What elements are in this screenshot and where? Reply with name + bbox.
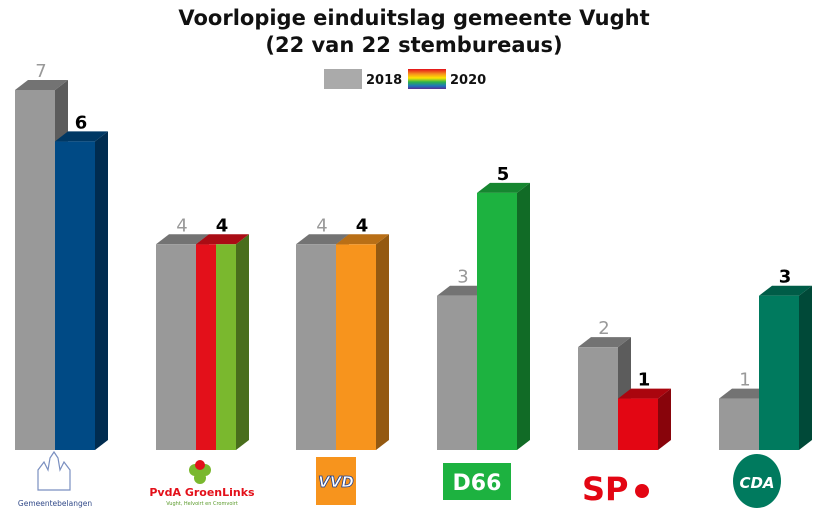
bar-2020-cda-side bbox=[799, 285, 812, 450]
value-label-2018-vvd: 4 bbox=[316, 215, 327, 236]
legend-swatch-2018 bbox=[324, 69, 362, 89]
bar-2018-cda-top bbox=[719, 388, 772, 399]
bar-2020-sp-front bbox=[618, 398, 658, 450]
value-label-2018-gemeentebelangen: 7 bbox=[35, 61, 46, 82]
bar-2018-d66-front bbox=[437, 295, 477, 450]
svg-text:CDA: CDA bbox=[739, 474, 774, 492]
bar-2020-d66-front bbox=[477, 192, 517, 450]
logo-cda: CDA bbox=[733, 454, 781, 508]
legend-label-2018: 2018 bbox=[366, 73, 402, 88]
bar-2020-pvda-groenlinks-top bbox=[196, 234, 249, 245]
value-label-2020-cda: 3 bbox=[779, 267, 792, 288]
legend: 2018 2020 bbox=[324, 69, 486, 89]
bar-2020-vvd-front bbox=[336, 244, 376, 450]
bar-2020-d66-side bbox=[517, 182, 530, 450]
bar-2018-vvd-top bbox=[296, 234, 349, 245]
logo-gemeentebelangen: Gemeentebelangen bbox=[18, 450, 92, 508]
value-label-2018-d66: 3 bbox=[457, 267, 468, 288]
bar-2020-d66-top bbox=[477, 182, 530, 193]
bar-2018-pvda-groenlinks-top bbox=[156, 234, 209, 245]
value-label-2020-d66: 5 bbox=[497, 164, 510, 185]
bar-2020-cda-front bbox=[759, 295, 799, 450]
bar-2020-pvda-groenlinks-front bbox=[196, 244, 216, 450]
chart-subtitle: (22 van 22 stembureaus) bbox=[265, 33, 562, 57]
bar-2020-vvd-top bbox=[336, 234, 389, 245]
bar-2020-d66 bbox=[477, 182, 530, 450]
value-label-2020-gemeentebelangen: 6 bbox=[75, 112, 88, 133]
value-label-2018-sp: 2 bbox=[598, 318, 609, 339]
bar-2018-gemeentebelangen-top bbox=[15, 80, 68, 90]
bar-2020-vvd bbox=[336, 234, 389, 450]
value-label-2020-pvda-groenlinks: 4 bbox=[216, 215, 229, 236]
svg-text:PvdA GroenLinks: PvdA GroenLinks bbox=[149, 486, 255, 499]
bar-2020-gemeentebelangen-front bbox=[55, 141, 95, 450]
category-logos: Gemeentebelangen PvdA GroenLinks Vught, … bbox=[18, 450, 781, 508]
svg-text:SP: SP bbox=[582, 470, 629, 508]
bar-2020-cda-top bbox=[759, 285, 812, 296]
bar-2020-gemeentebelangen-side bbox=[95, 131, 108, 450]
bar-2020-gemeentebelangen-top bbox=[55, 131, 108, 142]
svg-text:Vught, Helvoirt en Cromvoirt: Vught, Helvoirt en Cromvoirt bbox=[166, 501, 238, 507]
bar-2018-vvd-front bbox=[296, 244, 336, 450]
bar-2018-cda-front bbox=[719, 398, 759, 450]
bar-2018-d66-top bbox=[437, 285, 490, 296]
bar-2020-sp bbox=[618, 388, 671, 450]
value-label-2018-cda: 1 bbox=[739, 370, 750, 391]
bar-2018-sp-front bbox=[578, 347, 618, 450]
value-label-2020-vvd: 4 bbox=[356, 215, 369, 236]
logo-sp: SP bbox=[582, 470, 649, 508]
value-label-2020-sp: 1 bbox=[638, 370, 651, 391]
value-labels: 7 6 4 4 4 4 3 5 2 1 1 3 bbox=[35, 61, 791, 391]
bar-2018-pvda-groenlinks-front bbox=[156, 244, 196, 450]
logo-d66: D66 bbox=[443, 463, 511, 500]
bar-2020-pvda-groenlinks bbox=[196, 234, 249, 450]
bar-2020-sp-top bbox=[618, 388, 671, 399]
svg-text:Gemeentebelangen: Gemeentebelangen bbox=[18, 499, 92, 508]
bar-2020-gemeentebelangen bbox=[55, 131, 108, 450]
bar-2020-pvda-groenlinks-side bbox=[236, 234, 249, 450]
logo-vvd: VVD bbox=[316, 457, 356, 505]
legend-label-2020: 2020 bbox=[450, 73, 486, 88]
bar-2018-gemeentebelangen-front bbox=[15, 90, 55, 450]
svg-text:VVD: VVD bbox=[318, 473, 354, 491]
bars bbox=[15, 80, 812, 450]
svg-text:D66: D66 bbox=[453, 471, 502, 496]
logo-pvda-groenlinks: PvdA GroenLinks Vught, Helvoirt en Cromv… bbox=[149, 460, 255, 507]
bar-2020-vvd-side bbox=[376, 234, 389, 450]
bar-2020-cda bbox=[759, 285, 812, 450]
chart-title: Voorlopige einduitslag gemeente Vught bbox=[178, 6, 649, 30]
bar-2020-sp-side bbox=[658, 388, 671, 450]
bar-2018-sp-top bbox=[578, 337, 631, 348]
value-label-2018-pvda-groenlinks: 4 bbox=[176, 215, 187, 236]
legend-swatch-2020 bbox=[408, 69, 446, 89]
bar-2020-pvda-groenlinks-front bbox=[216, 244, 236, 450]
